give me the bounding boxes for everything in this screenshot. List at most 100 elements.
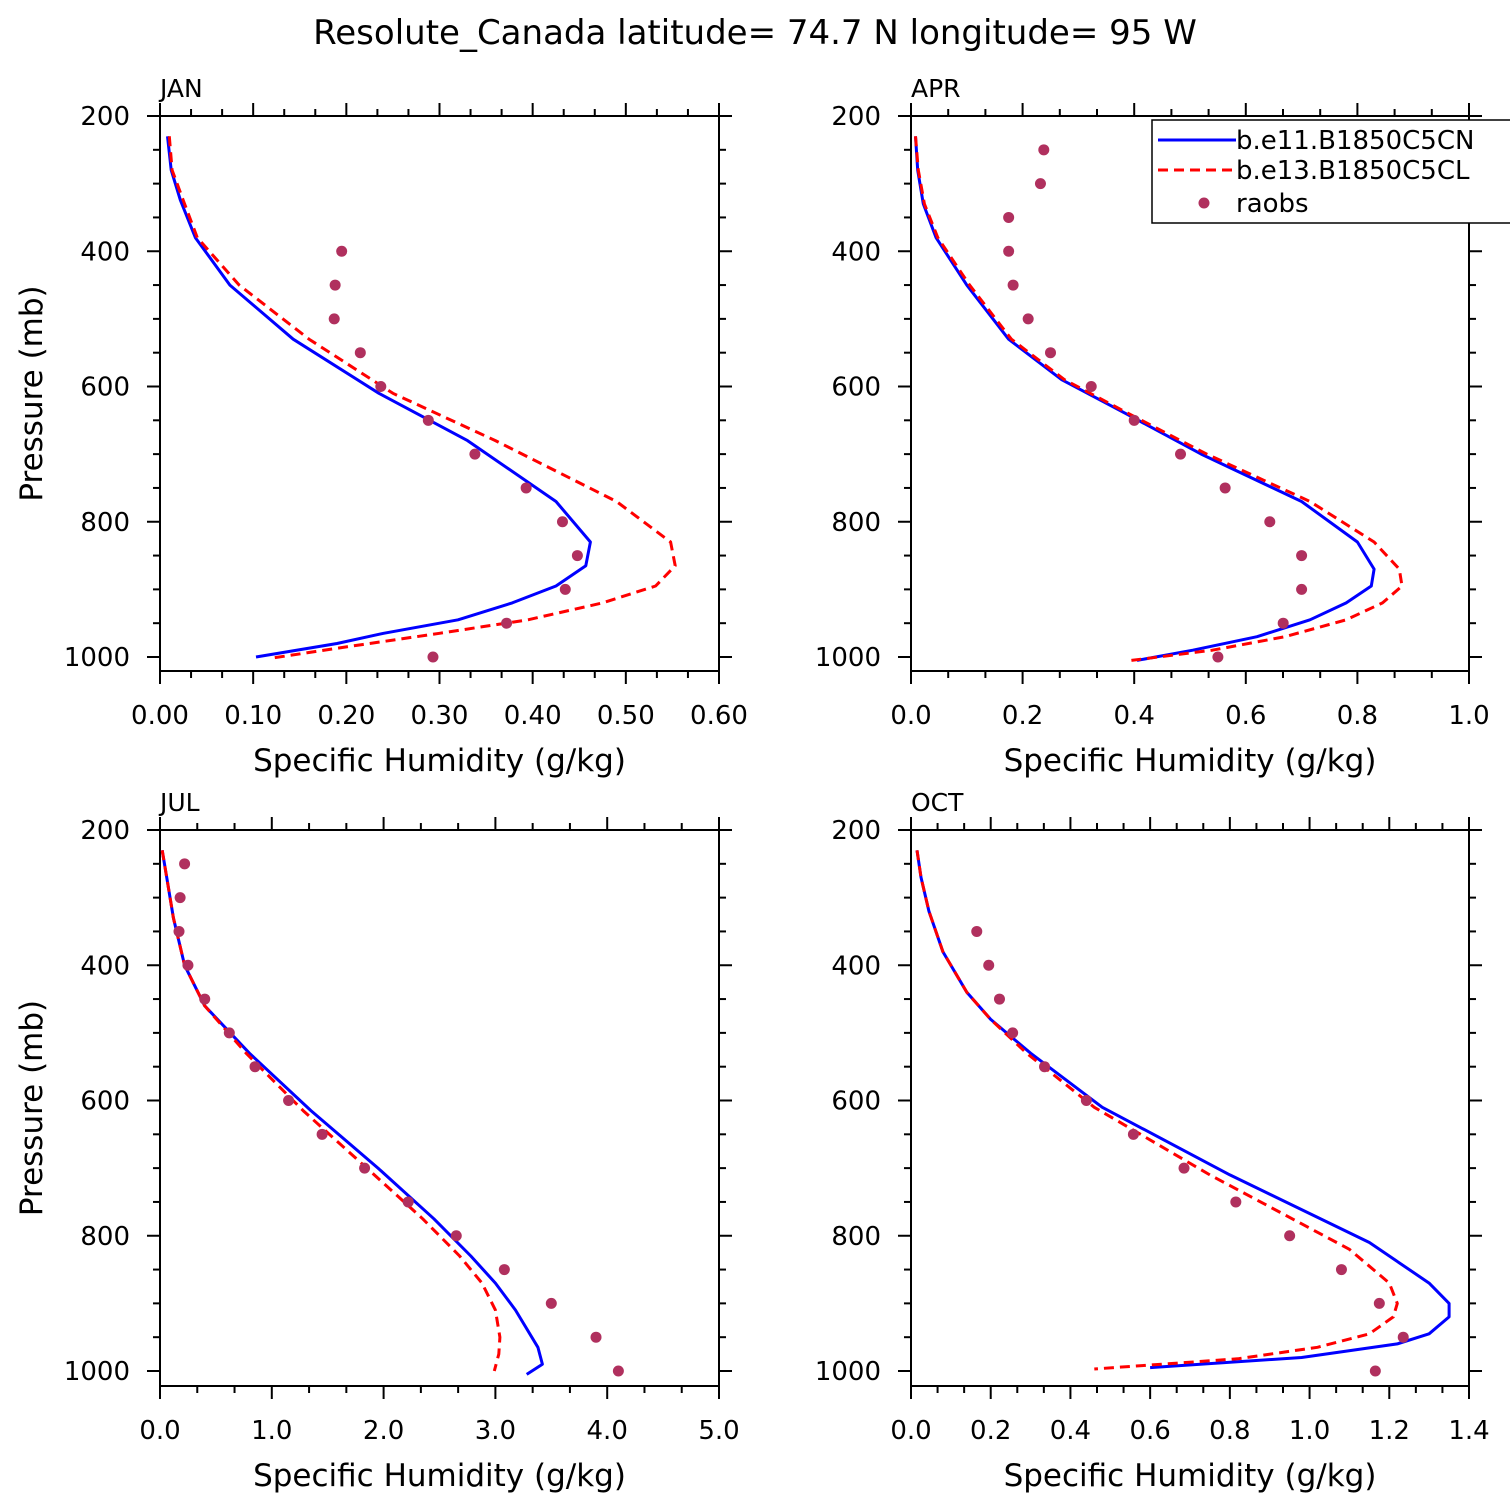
x-axis-label: Specific Humidity (g/kg) [1004,1458,1377,1494]
raobs-point [283,1095,295,1106]
raobs-point [329,279,341,291]
y-tick-label: 200 [80,816,130,846]
raobs-point [422,414,434,426]
x-tick-label: 3.0 [475,1416,516,1446]
x-tick-label: 2.0 [363,1416,404,1446]
raobs-point [173,925,185,937]
raobs-point [1038,144,1050,156]
x-tick-label: 0.20 [317,701,375,731]
x-tick-label: 5.0 [698,1416,739,1446]
y-tick-label: 1000 [64,1357,130,1387]
series-line-b.e13.B1850C5CL [160,850,502,1372]
y-tick-label: 600 [831,373,881,403]
raobs-point [354,347,366,359]
y-tick-label: 200 [831,816,881,846]
x-tick-label: 0.6 [1129,1416,1170,1446]
raobs-point [1369,1365,1381,1377]
panel-month-label: JUL [158,788,200,817]
y-tick-label: 1000 [64,643,130,673]
x-axis-label: Specific Humidity (g/kg) [1004,743,1377,779]
raobs-point [983,959,995,971]
panel-jul: 0.0 1.0 2.0 3.0 4.0 5.0 200 400 600 800 1000 JUL Spe… [14,788,740,1494]
raobs-point [571,550,583,562]
raobs-point [545,1297,557,1309]
raobs-point [1264,516,1276,528]
raobs-point [1007,279,1019,291]
raobs-point [375,381,387,392]
raobs-point [336,245,348,257]
raobs-point [971,925,983,937]
raobs-point [174,892,186,904]
raobs-point [501,617,513,629]
raobs-point [1003,211,1015,223]
plot-frame [910,115,1470,672]
x-tick-label: 0.2 [970,1416,1011,1446]
panel-jan: 0.00 0.10 0.20 0.30 0.40 0.50 0.60 200 400 600 800… [14,74,748,779]
panel-month-label: OCT [911,788,964,817]
x-tick-label: 0.0 [890,701,931,731]
raobs-point [1127,1128,1139,1140]
x-tick-label: 0.60 [690,701,748,731]
raobs-point [556,516,568,528]
raobs-point [1045,347,1056,359]
raobs-point [1128,414,1140,426]
x-axis-label: Specific Humidity (g/kg) [253,743,626,779]
y-tick-label: 1000 [815,643,881,673]
raobs-point [402,1196,414,1208]
y-tick-label: 800 [831,508,881,538]
panel-oct: 0.0 0.2 0.4 0.6 0.8 1.0 1.2 1.4 200 400 600 800 1000… [815,788,1490,1494]
y-tick-label: 800 [80,1222,130,1252]
raobs-point [1022,313,1034,325]
raobs-point [1003,245,1015,257]
raobs-point [520,482,532,494]
y-axis-label: Pressure (mb) [14,285,50,501]
raobs-point [1039,1061,1051,1073]
panel-apr: 0.0 0.2 0.4 0.6 0.8 1.0 200 400 600 800 1000 APR Spe… [815,74,1490,779]
x-tick-label: 0.4 [1114,701,1155,731]
raobs-point [182,959,194,971]
x-tick-label: 0.0 [139,1416,180,1446]
series-line-b.e11.B1850C5CN [915,850,1451,1370]
series-line-b.e11.B1850C5CN [160,850,544,1376]
x-tick-label: 0.4 [1050,1416,1091,1446]
legend-swatch-dot [1198,197,1210,209]
panel-month-label: JAN [158,74,203,103]
y-tick-label: 400 [831,237,881,267]
x-tick-label: 1.0 [251,1416,292,1446]
raobs-point [1212,651,1224,663]
raobs-point [1175,448,1187,460]
x-tick-label: 0.6 [1225,701,1266,731]
figure-title: Resolute_Canada latitude= 74.7 N longitu… [313,13,1197,53]
x-axis-label: Specific Humidity (g/kg) [253,1458,626,1494]
raobs-point [1397,1331,1409,1343]
raobs-point [1277,617,1289,629]
plot-frame [159,829,720,1387]
plot-frame [910,829,1470,1387]
x-tick-label: 1.0 [1289,1416,1330,1446]
raobs-point [1296,583,1308,595]
legend-box [1151,119,1510,224]
raobs-point [328,313,340,325]
raobs-point [450,1230,462,1242]
raobs-point [1034,178,1046,190]
y-tick-label: 200 [80,102,130,132]
y-tick-label: 400 [80,951,130,981]
raobs-point [1335,1264,1347,1276]
y-axis-label: Pressure (mb) [14,1000,50,1216]
y-tick-label: 400 [831,951,881,981]
raobs-point [316,1128,328,1140]
raobs-point [469,448,481,460]
x-tick-label: 0.50 [597,701,655,731]
x-tick-label: 0.40 [504,701,562,731]
series-line-b.e13.B1850C5CL [167,136,677,660]
raobs-point [427,651,439,663]
x-tick-label: 0.30 [411,701,469,731]
legend-label: b.e13.B1850C5CL [1236,156,1470,186]
raobs-point [199,993,211,1005]
y-tick-label: 400 [80,237,130,267]
series-line-b.e13.B1850C5CL [915,850,1399,1371]
raobs-point [1230,1196,1242,1208]
raobs-point [1296,550,1308,562]
y-tick-label: 600 [80,1087,130,1117]
x-tick-label: 4.0 [587,1416,628,1446]
